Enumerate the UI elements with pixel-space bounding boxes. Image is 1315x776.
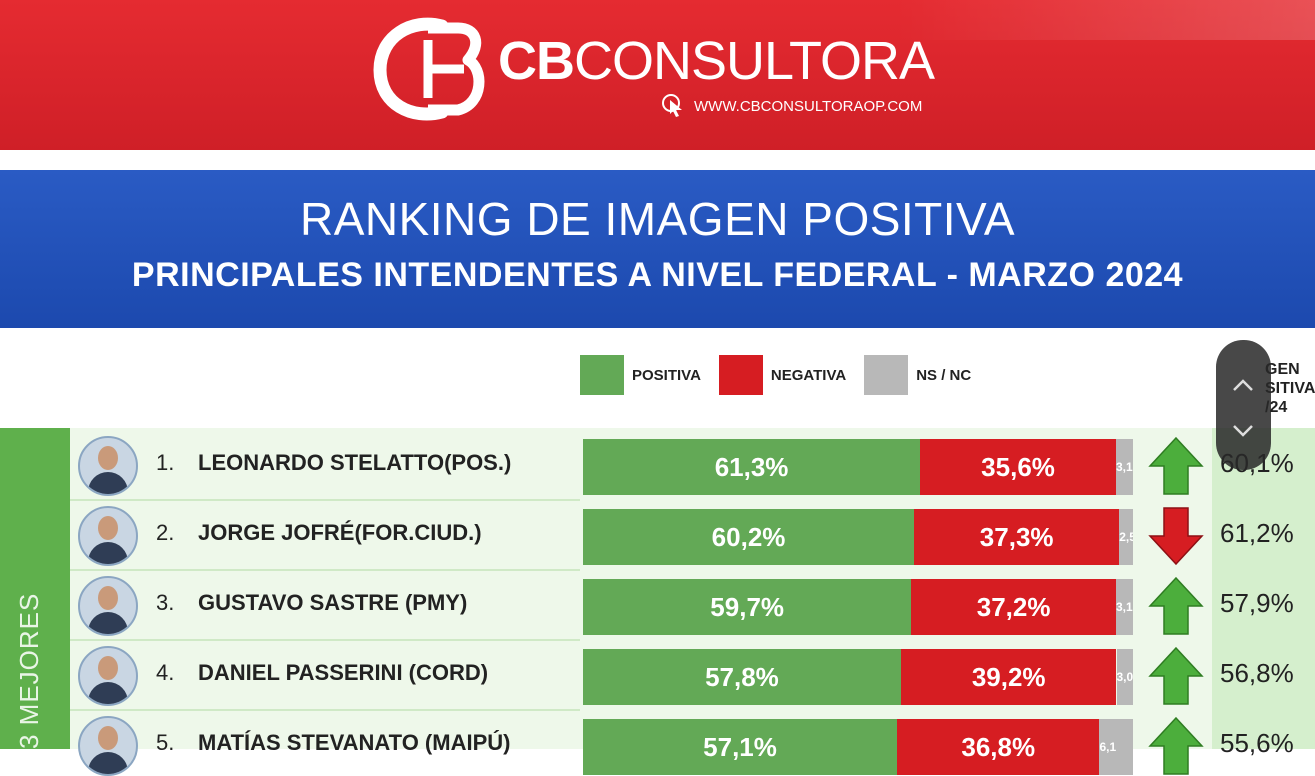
bar-nsnc: 2,5 (1119, 509, 1133, 565)
bar-nsnc: 3,1 (1115, 579, 1133, 635)
table-row: 4. DANIEL PASSERINI (CORD) 57,8% 39,2% 3,0 56… (70, 642, 1315, 706)
table-row: 5. MATÍAS STEVANATO (MAIPÚ) 57,1% 36,8% 6,1 5… (70, 712, 1315, 776)
pointer-cursor-icon (662, 94, 682, 117)
rank-number: 5. (156, 730, 175, 755)
arrow-up-icon (1148, 436, 1204, 495)
rank-number: 2. (156, 520, 175, 545)
legend-nsnc-label: NS / NC (916, 366, 972, 384)
bar-positive: 61,3% (583, 439, 921, 495)
bar-positive: 57,8% (583, 649, 901, 705)
previous-header-line-1: GEN (1265, 361, 1300, 378)
legend: POSITIVA NEGATIVA NS / NC (580, 355, 989, 395)
avatar (78, 646, 138, 706)
bar-positive: 60,2% (583, 509, 915, 565)
stacked-bar: 61,3% 35,6% 3,1 (583, 439, 1133, 495)
website[interactable]: WWW.CBCONSULTORAOP.COM (662, 94, 922, 118)
mayor-name: GUSTAVO SASTRE (PMY) (198, 590, 468, 615)
chart-subtitle: PRINCIPALES INTENDENTES A NIVEL FEDERAL … (131, 256, 1184, 294)
row-divider (70, 639, 580, 641)
arrow-up-icon (1148, 576, 1204, 635)
sidebar-band (0, 428, 70, 749)
legend-positive-label: POSITIVA (632, 366, 701, 384)
bar-negative: 36,8% (897, 719, 1100, 775)
previous-column-header: GEN SITIVA /24 (1265, 360, 1315, 417)
stacked-bar: 59,7% 37,2% 3,1 (583, 579, 1133, 635)
table-row: 2. JORGE JOFRÉ(FOR.CIUD.) 60,2% 37,3% 2,5 61,… (70, 502, 1315, 566)
legend-negative-label: NEGATIVA (770, 366, 847, 384)
previous-header-line-2: SITIVA (1265, 380, 1315, 397)
title-bar: RANKING DE IMAGEN POSITIVA PRINCIPALES I… (0, 170, 1315, 328)
legend-nsnc-swatch (864, 355, 909, 395)
scroll-control[interactable] (1216, 340, 1271, 470)
website-url[interactable]: WWW.CBCONSULTORAOP.COM (694, 97, 923, 115)
brand-name: CBCONSULTORA (498, 30, 935, 92)
stacked-bar: 60,2% 37,3% 2,5 (583, 509, 1133, 565)
avatar (78, 576, 138, 636)
mayor-name: LEONARDO STELATTO(POS.) (198, 450, 512, 475)
stacked-bar: 57,8% 39,2% 3,0 (583, 649, 1133, 705)
bar-negative: 37,2% (911, 579, 1116, 635)
rank-number: 1. (156, 450, 175, 475)
rank-number: 4. (156, 660, 175, 685)
brand-rest: CONSULTORA (574, 31, 935, 91)
legend-positive-swatch (580, 355, 624, 395)
table-row: 1.LEONARDO STELATTO(POS.)61,3%35,6%3,160… (70, 432, 1315, 496)
bar-negative: 37,3% (914, 509, 1120, 565)
bar-nsnc: 6,1 (1099, 719, 1133, 775)
header-banner: CBCONSULTORA WWW.CBCONSULTORAOP.COM (0, 0, 1315, 150)
mayor-name: JORGE JOFRÉ(FOR.CIUD.) (198, 520, 482, 545)
avatar (78, 506, 138, 566)
previous-value: 57,9% (1220, 588, 1294, 618)
bar-positive: 59,7% (583, 579, 912, 635)
chart-title: RANKING DE IMAGEN POSITIVA (299, 193, 1016, 245)
stacked-bar: 57,1% 36,8% 6,1 (583, 719, 1133, 775)
previous-value: 61,2% (1220, 518, 1294, 548)
chevron-down-icon[interactable] (1232, 424, 1254, 438)
bar-nsnc: 3,1 (1115, 439, 1133, 495)
bar-nsnc: 3,0 (1116, 649, 1133, 705)
arrow-up-icon (1148, 716, 1204, 775)
bar-positive: 57,1% (583, 719, 898, 775)
legend-negative: NEGATIVA (718, 355, 847, 395)
cb-monogram-logo (373, 17, 485, 121)
separator (0, 150, 1315, 170)
previous-header-line-3: /24 (1265, 399, 1288, 416)
row-divider (70, 569, 580, 571)
avatar (78, 436, 138, 496)
table-row: 3. GUSTAVO SASTRE (PMY) 59,7% 37,2% 3,1 57,9% (70, 572, 1315, 636)
previous-value: 56,8% (1220, 658, 1294, 688)
legend-nsnc: NS / NC (864, 355, 971, 395)
avatar (78, 716, 138, 776)
chevron-up-icon[interactable] (1232, 378, 1254, 392)
bar-negative: 39,2% (900, 649, 1117, 705)
header-highlight (895, 0, 1315, 40)
bar-negative: 35,6% (920, 439, 1116, 495)
row-divider (70, 709, 580, 711)
arrow-up-icon (1148, 646, 1204, 705)
mayor-name: MATÍAS STEVANATO (MAIPÚ) (198, 730, 511, 755)
previous-column-background (1212, 428, 1315, 749)
rank-number: 3. (156, 590, 175, 615)
arrow-down-icon (1148, 507, 1204, 566)
mayor-name: DANIEL PASSERINI (CORD) (198, 660, 489, 685)
legend-positive: POSITIVA (580, 355, 701, 395)
brand-bold: CB (498, 31, 575, 91)
legend-negative-swatch (718, 355, 763, 395)
row-divider (70, 499, 580, 501)
previous-value: 55,6% (1220, 728, 1294, 758)
sidebar-label: 3 MEJORES (14, 592, 44, 749)
